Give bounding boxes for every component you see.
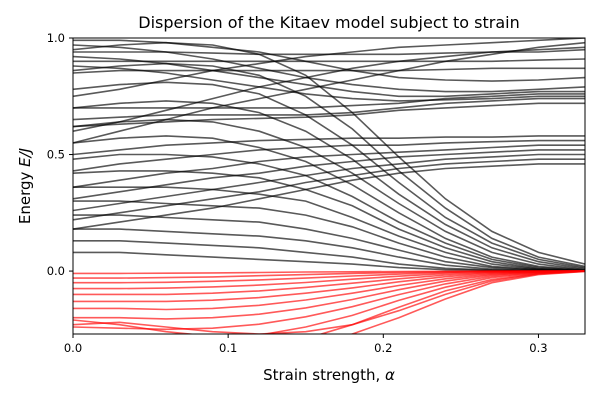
x-tick-label: 0.1 bbox=[219, 341, 237, 355]
upper_bands-line-10 bbox=[73, 118, 585, 271]
upper_bands-line-18 bbox=[73, 149, 585, 200]
upper_bands-line-29 bbox=[73, 58, 585, 63]
upper_bands-line-17 bbox=[73, 153, 585, 212]
x-axis-label-text: Strain strength, bbox=[263, 366, 385, 384]
x-axis-ticks: 0.0 0.1 0.2 0.3 bbox=[64, 334, 548, 355]
lower_bands-line-10 bbox=[261, 270, 585, 334]
y-axis-label: Energy E/J bbox=[16, 148, 34, 224]
upper_bands-line-8 bbox=[73, 153, 585, 272]
upper_bands-line-12 bbox=[73, 81, 585, 269]
y-axis-label-symbol: E/J bbox=[16, 148, 34, 167]
upper_bands-line-22 bbox=[73, 97, 585, 121]
x-tick-label: 0.3 bbox=[529, 341, 547, 355]
upper_bands-line-21 bbox=[73, 135, 585, 156]
lower_bands-line-9 bbox=[73, 270, 585, 331]
upper_bands-line-34 bbox=[73, 39, 585, 82]
upper_bands-line-33 bbox=[73, 46, 585, 132]
upper_bands-line-20 bbox=[73, 139, 585, 172]
lower_bands-line-11 bbox=[318, 270, 585, 334]
upper_bands-line-6 bbox=[73, 186, 585, 272]
upper_bands-line-24 bbox=[73, 93, 585, 109]
series-layer bbox=[73, 38, 585, 334]
upper_bands-line-32 bbox=[73, 41, 585, 144]
y-tick-label: 0.0 bbox=[47, 264, 65, 278]
upper_bands-line-13 bbox=[73, 62, 585, 268]
upper_bands-line-19 bbox=[73, 144, 585, 188]
upper_bands-line-3 bbox=[73, 228, 585, 272]
upper_bands-line-25 bbox=[73, 65, 585, 102]
upper_bands-line-9 bbox=[73, 135, 585, 271]
upper_bands-line-4 bbox=[73, 214, 585, 272]
lower_bands-line-13 bbox=[73, 270, 585, 334]
lower_bands-line-12 bbox=[73, 270, 585, 334]
y-tick-label: 1.0 bbox=[47, 31, 65, 45]
x-axis-label-symbol: α bbox=[385, 366, 395, 384]
x-tick-label: 0.0 bbox=[64, 341, 82, 355]
y-tick-label: 0.5 bbox=[47, 148, 65, 162]
x-axis-label: Strain strength, α bbox=[263, 366, 395, 384]
upper_bands-line-11 bbox=[73, 100, 585, 270]
x-tick-label: 0.2 bbox=[374, 341, 392, 355]
upper_bands-line-5 bbox=[73, 200, 585, 272]
upper_bands-line-28 bbox=[73, 67, 585, 74]
upper_bands-line-31 bbox=[73, 38, 585, 98]
upper_bands-line-7 bbox=[73, 170, 585, 272]
y-axis-ticks: 0.0 0.5 1.0 bbox=[47, 31, 73, 278]
chart-title: Dispersion of the Kitaev model subject t… bbox=[138, 13, 519, 32]
plot-frame bbox=[72, 37, 586, 335]
lower_bands-line-8 bbox=[73, 270, 585, 320]
upper_bands-line-15 bbox=[73, 163, 585, 230]
upper_bands-line-26 bbox=[73, 55, 585, 98]
y-axis-label-text: Energy bbox=[16, 167, 34, 224]
upper_bands-line-16 bbox=[73, 158, 585, 221]
